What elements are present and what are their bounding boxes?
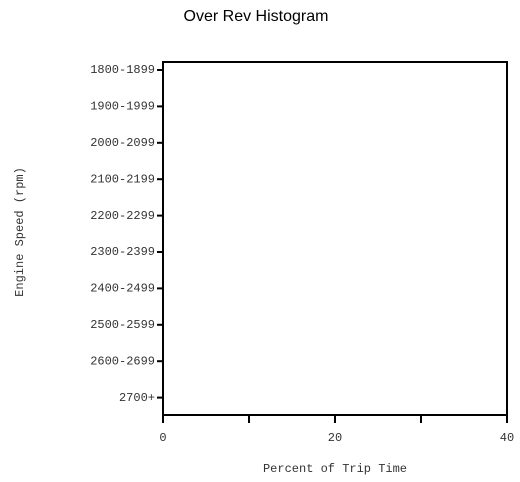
y-tick-label: 2600-2699 (90, 354, 155, 368)
y-tick-label: 2300-2399 (90, 245, 155, 259)
x-tick-label: 20 (328, 431, 342, 445)
y-tick-label: 2700+ (119, 391, 155, 405)
y-tick-label: 2200-2299 (90, 209, 155, 223)
x-axis-label: Percent of Trip Time (263, 462, 407, 476)
chart-title: Over Rev Histogram (184, 8, 329, 25)
y-tick-label: 2500-2599 (90, 318, 155, 332)
y-tick-label: 1800-1899 (90, 63, 155, 77)
x-tick-label: 40 (500, 431, 514, 445)
y-tick-label: 2100-2199 (90, 172, 155, 186)
y-tick-label: 2400-2499 (90, 282, 155, 296)
plot-frame (162, 61, 508, 416)
y-tick-label: 2000-2099 (90, 136, 155, 150)
y-axis-label: Engine Speed (rpm) (13, 167, 27, 297)
x-tick-label: 0 (159, 431, 166, 445)
y-tick-label: 1900-1999 (90, 100, 155, 114)
